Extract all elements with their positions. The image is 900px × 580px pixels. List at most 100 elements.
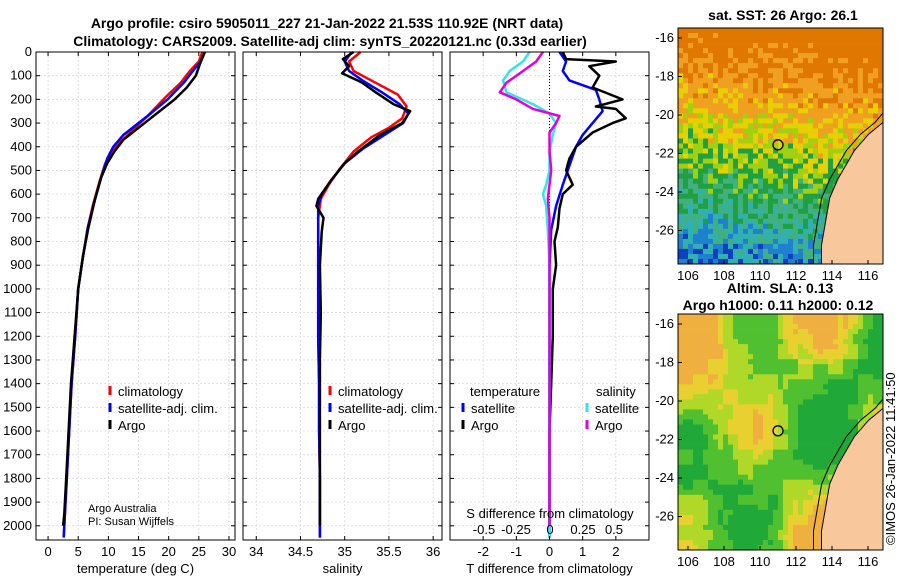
map-cell (738, 133, 744, 139)
map-cell (708, 103, 714, 109)
map-cell (818, 524, 824, 531)
map-cell (718, 173, 724, 179)
map-cell (688, 314, 694, 320)
map-cell (708, 193, 714, 200)
map-cell (778, 334, 784, 340)
map-cell (713, 218, 719, 225)
map-cell (698, 484, 704, 491)
map-cell (818, 233, 824, 240)
map-cell (728, 213, 734, 220)
map-cell (738, 58, 744, 64)
map-cell (803, 474, 809, 481)
map-cell (808, 464, 814, 470)
map-cell (773, 143, 779, 149)
map-cell (788, 193, 794, 200)
map-cell (858, 88, 864, 94)
map-cell (713, 103, 719, 109)
map-cell (878, 73, 883, 79)
map-cell (693, 464, 699, 470)
map-cell (698, 349, 704, 355)
map-cell (788, 419, 794, 425)
map-cell (688, 163, 694, 169)
map-x-tick-label: 106 (677, 268, 699, 283)
map-cell (733, 499, 739, 506)
map-cell (683, 314, 689, 320)
map-cell (688, 369, 694, 375)
map-cell (728, 208, 734, 215)
map-cell (768, 38, 774, 44)
map-cell (778, 509, 784, 516)
salinity-profile-panel: 34 34.5 35 35.5 36salinityclimatologysatelli… (242, 50, 443, 576)
map-cell (833, 444, 839, 450)
map-cell (788, 409, 794, 415)
map-cell (823, 153, 829, 159)
map-cell (743, 113, 749, 119)
map-cell (708, 173, 714, 179)
map-cell (783, 384, 789, 390)
map-cell (833, 349, 839, 355)
map-cell (828, 459, 834, 465)
map-cell (763, 339, 769, 345)
map-cell (803, 188, 809, 195)
map-cell (688, 183, 694, 190)
map-cell (818, 334, 824, 340)
map-cell (798, 319, 804, 325)
map-cell (723, 459, 729, 465)
map-cell (688, 133, 694, 139)
map-cell (838, 33, 844, 39)
map-cell (808, 374, 814, 380)
map-cell (728, 248, 734, 255)
map-cell (793, 474, 799, 481)
map-cell (778, 113, 784, 119)
map-cell (713, 118, 719, 124)
map-cell (703, 454, 709, 460)
map-cell (813, 474, 819, 481)
map-cell (748, 163, 754, 169)
map-cell (793, 414, 799, 420)
map-cell (828, 173, 834, 179)
sla-map: Altim. SLA: 0.13 Argo h1000: 0.11 h2000:… (655, 280, 884, 569)
map-cell (698, 369, 704, 375)
map-cell (813, 334, 819, 340)
map-cell (728, 359, 734, 365)
map-cell (723, 78, 729, 84)
map-cell (863, 414, 869, 420)
map-cell (848, 53, 854, 59)
map-cell (773, 469, 779, 476)
map-cell (818, 354, 824, 360)
map-cell (783, 329, 789, 335)
map-cell (878, 43, 883, 49)
map-cell (788, 389, 794, 395)
map-cell (798, 429, 804, 435)
map-cell (793, 128, 799, 134)
map-cell (683, 454, 689, 460)
map-cell (743, 118, 749, 124)
sst-map-ticks: 106 108 110 112 114 116-16-18-20-22-24-26 (655, 30, 878, 283)
map-cell (828, 88, 834, 94)
map-cell (783, 524, 789, 531)
map-cell (778, 173, 784, 179)
map-cell (783, 158, 789, 164)
map-cell (733, 238, 739, 245)
map-cell (728, 369, 734, 375)
map-cell (728, 188, 734, 195)
map-x-tick-label: 112 (786, 554, 807, 569)
map-cell (783, 529, 789, 536)
map-cell (773, 459, 779, 465)
map-cell (808, 128, 814, 134)
map-cell (748, 198, 754, 205)
map-cell (693, 93, 699, 99)
map-cell (698, 173, 704, 179)
map-cell (788, 374, 794, 380)
map-cell (718, 434, 724, 440)
map-cell (683, 389, 689, 395)
map-cell (773, 108, 779, 114)
map-cell (738, 354, 744, 360)
map-cell (733, 429, 739, 435)
map-cell (848, 324, 854, 330)
map-cell (843, 118, 849, 124)
map-cell (713, 419, 719, 425)
map-cell (723, 319, 729, 325)
map-cell (763, 133, 769, 139)
map-cell (788, 168, 794, 174)
